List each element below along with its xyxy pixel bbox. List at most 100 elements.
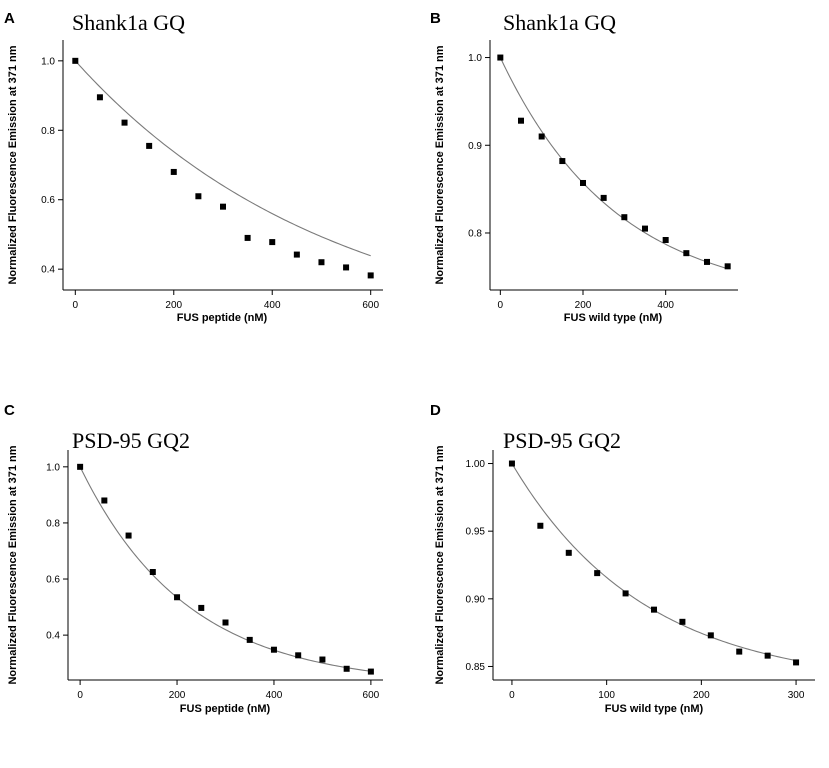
panel-a-data-point [195, 193, 202, 200]
panel-b-data-point [518, 117, 524, 124]
panel-b-data-point [538, 133, 545, 140]
panel-a: A Shank1a GQ 0 200 400 600 0.4 0.6 0.8 1.0 FUS pep… [4, 10, 383, 324]
panel-d-data-point [565, 549, 572, 556]
panel-c-letter: C [4, 402, 15, 419]
panel-c-fit-curve [79, 466, 371, 672]
panel-b-x-tick-label: 200 [575, 300, 592, 311]
panel-a-data-point [146, 142, 153, 149]
panel-a-x-tick-label: 200 [165, 300, 182, 311]
panel-d-data-point [793, 659, 800, 666]
panel-d-y-tick-label: 0.95 [466, 527, 486, 538]
panel-d-y-tick-label: 1.00 [466, 459, 486, 470]
panel-c-x-tick-label: 200 [169, 690, 186, 701]
panel-b-data-point [559, 158, 566, 165]
panel-d-data-point [764, 652, 771, 659]
panel-c-data-point [319, 656, 326, 663]
panel-c-y-tick-label: 0.8 [46, 518, 60, 529]
panel-c-title: PSD-95 GQ2 [72, 428, 190, 453]
panel-b-data-point [642, 225, 648, 232]
panel-c-data-point [222, 619, 229, 626]
panel-b: B Shank1a GQ 0 200 400 0.8 0.9 1.0 FUS wild type… [430, 10, 738, 324]
panel-b-data-point [600, 194, 607, 201]
panel-a-x-tick-label: 600 [362, 300, 379, 311]
panel-c-data-point [174, 594, 181, 601]
panel-c-data-point [367, 668, 374, 675]
panel-a-data-point [269, 239, 276, 246]
panel-d-data-point [707, 632, 714, 639]
panel-d-x-axis-label: FUS wild type (nM) [605, 703, 704, 715]
panel-c-data-point [77, 463, 84, 470]
panel-d-title: PSD-95 GQ2 [503, 428, 621, 453]
panel-a-y-axis-label: Normalized Fluorescence Emission at 371 … [7, 45, 19, 284]
panel-a-x-axis-label: FUS peptide (nM) [177, 312, 268, 324]
panel-c-y-axis-label: Normalized Fluorescence Emission at 371 … [7, 445, 19, 684]
panel-a-y-tick-label: 0.4 [41, 265, 55, 276]
panel-d-y-axis-label: Normalized Fluorescence Emission at 371 … [434, 445, 446, 684]
panel-a-data-point [318, 259, 325, 266]
panel-a-data-point [293, 251, 300, 258]
panel-b-data-point [497, 54, 504, 61]
panel-c-x-tick-label: 600 [363, 690, 380, 701]
panel-d-data-point [594, 570, 601, 577]
panel-a-data-point [96, 94, 103, 101]
panel-d-data-point [537, 522, 544, 529]
panel-d-data-point [508, 460, 515, 467]
panel-c-data-point [149, 569, 156, 576]
panel-c-x-tick-label: 0 [77, 690, 83, 701]
panel-c-data-point [343, 665, 350, 672]
panel-c-data-point [101, 497, 108, 504]
panel-a-title: Shank1a GQ [72, 10, 185, 35]
panel-b-x-tick-label: 0 [498, 300, 504, 311]
panel-c-y-tick-label: 0.6 [46, 575, 60, 586]
panel-c-data-point [295, 652, 302, 659]
panel-a-y-tick-label: 0.6 [41, 195, 55, 206]
panel-b-data-point [621, 214, 628, 221]
panel-b-data-point [662, 237, 669, 243]
panel-b-y-tick-label: 0.8 [468, 228, 482, 239]
panel-d: D PSD-95 GQ2 0 100 200 300 0.85 0.90 0.95 1.00 FUS… [430, 402, 815, 715]
panel-d-x-tick-label: 0 [509, 690, 515, 701]
panel-a-x-tick-label: 400 [264, 300, 281, 311]
panel-a-data-point [220, 203, 226, 210]
panel-a-y-tick-label: 1.0 [41, 56, 55, 67]
panel-a-data-point [121, 119, 128, 126]
panel-c-data-point [198, 604, 205, 611]
panel-d-data-point [736, 648, 743, 655]
panel-a-data-point [244, 234, 251, 241]
panel-c-x-tick-label: 400 [266, 690, 283, 701]
panel-b-y-tick-label: 1.0 [468, 53, 482, 64]
panel-a-data-point [367, 272, 374, 279]
panel-d-data-point [679, 618, 686, 625]
panel-b-data-point [724, 263, 731, 270]
panel-b-x-axis-label: FUS wild type (nM) [564, 312, 663, 324]
panel-a-letter: A [4, 10, 15, 27]
panel-c-x-axis-label: FUS peptide (nM) [180, 703, 271, 715]
panel-a-data-point [170, 168, 177, 175]
panel-d-y-tick-label: 0.85 [466, 662, 486, 673]
panel-a-x-tick-label: 0 [73, 300, 79, 311]
panel-b-fit-curve [499, 57, 728, 270]
panel-b-data-point [704, 258, 710, 265]
panel-a-fit-curve [74, 60, 371, 257]
panel-d-x-tick-label: 200 [693, 690, 710, 701]
panel-d-x-tick-label: 100 [598, 690, 615, 701]
panel-c: C PSD-95 GQ2 0 200 400 600 0.4 0.6 0.8 1.0 FUS pep… [4, 402, 383, 715]
panel-d-x-tick-label: 300 [788, 690, 805, 701]
panel-b-title: Shank1a GQ [503, 10, 616, 35]
panel-a-y-tick-label: 0.8 [41, 126, 55, 137]
panel-c-y-tick-label: 1.0 [46, 462, 60, 473]
panel-d-letter: D [430, 402, 441, 419]
panel-b-data-point [580, 179, 586, 186]
panel-c-data-point [125, 532, 132, 539]
panel-b-x-tick-label: 400 [657, 300, 674, 311]
panel-c-data-point [270, 646, 277, 653]
panel-b-y-tick-label: 0.9 [468, 141, 482, 152]
panel-d-data-point [651, 606, 657, 613]
panel-b-letter: B [430, 10, 441, 27]
panel-a-data-point [72, 57, 79, 64]
panel-d-fit-curve [511, 463, 797, 662]
panel-d-data-point [622, 590, 629, 597]
panel-a-data-point [343, 264, 350, 271]
panel-b-data-point [683, 250, 690, 257]
